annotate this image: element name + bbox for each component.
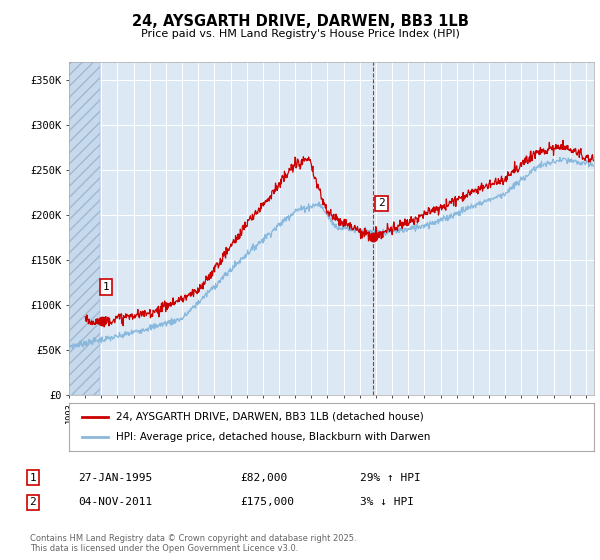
Text: 24, AYSGARTH DRIVE, DARWEN, BB3 1LB: 24, AYSGARTH DRIVE, DARWEN, BB3 1LB	[131, 14, 469, 29]
Text: 04-NOV-2011: 04-NOV-2011	[78, 497, 152, 507]
Text: HPI: Average price, detached house, Blackburn with Darwen: HPI: Average price, detached house, Blac…	[116, 432, 431, 442]
Text: 3% ↓ HPI: 3% ↓ HPI	[360, 497, 414, 507]
Text: Price paid vs. HM Land Registry's House Price Index (HPI): Price paid vs. HM Land Registry's House …	[140, 29, 460, 39]
Text: Contains HM Land Registry data © Crown copyright and database right 2025.
This d: Contains HM Land Registry data © Crown c…	[30, 534, 356, 553]
Text: £175,000: £175,000	[240, 497, 294, 507]
Text: 2: 2	[29, 497, 37, 507]
Text: 1: 1	[29, 473, 37, 483]
Text: 2: 2	[378, 198, 385, 208]
Text: 27-JAN-1995: 27-JAN-1995	[78, 473, 152, 483]
Text: 29% ↑ HPI: 29% ↑ HPI	[360, 473, 421, 483]
Text: 24, AYSGARTH DRIVE, DARWEN, BB3 1LB (detached house): 24, AYSGARTH DRIVE, DARWEN, BB3 1LB (det…	[116, 412, 424, 422]
Text: £82,000: £82,000	[240, 473, 287, 483]
Text: 1: 1	[102, 282, 109, 292]
